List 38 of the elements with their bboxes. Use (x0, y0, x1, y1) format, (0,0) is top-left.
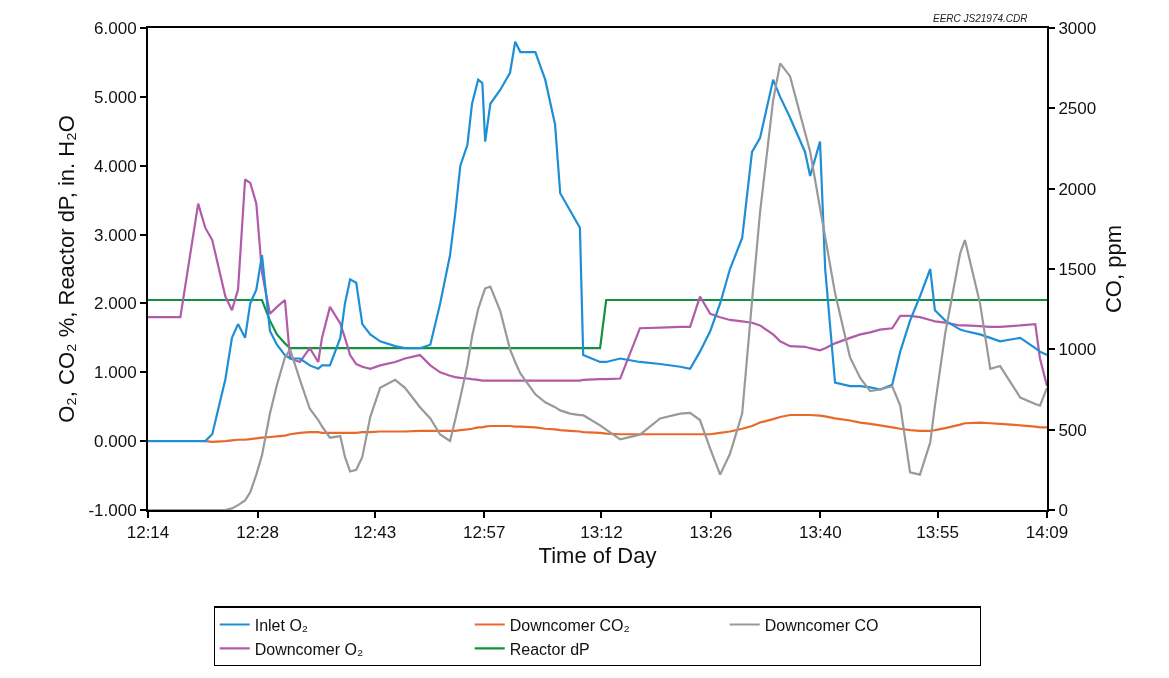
line-series (148, 298, 1047, 350)
y-tick-label: 1.000 (94, 363, 137, 383)
y-tick-label: 2.000 (94, 294, 137, 314)
x-tick-label: 14:09 (1025, 523, 1069, 543)
x-tick-label: 12:14 (126, 523, 170, 543)
y-tick-label: 5.000 (94, 87, 137, 107)
x-tick-label: 12:43 (353, 523, 397, 543)
y-tick-label: 3.000 (94, 225, 137, 245)
x-tick-label: 13:55 (916, 523, 959, 543)
y-tick-label: 4.000 (94, 156, 137, 176)
y2-tick-label: 3000 (1058, 18, 1097, 38)
line-series (204, 413, 1047, 443)
line-series (148, 62, 1047, 510)
y2-tick-label: 0 (1058, 500, 1068, 520)
legend-label: Downcomer CO (764, 616, 879, 634)
y-tick-label: 6.000 (94, 18, 137, 38)
y-tick-label: 0.000 (94, 432, 137, 452)
y-tick-label: -1.000 (88, 500, 137, 520)
y-axis-title: O₂, CO₂ %, Reactor dP, in. H₂O (53, 115, 79, 423)
y2-tick-label: 1500 (1058, 259, 1097, 279)
legend-label: Reactor dP (509, 640, 590, 658)
y2-tick-label: 1000 (1058, 340, 1097, 360)
legend-label: Inlet O₂ (254, 616, 309, 634)
x-tick-label: 13:26 (689, 523, 733, 543)
legend-label: Downcomer CO₂ (509, 616, 630, 634)
x-tick-label: 13:40 (799, 523, 842, 543)
x-tick-label: 13:12 (580, 523, 623, 543)
x-tick-label: 12:28 (236, 523, 279, 543)
line-series (148, 178, 1047, 388)
legend-label: Downcomer O₂ (254, 640, 364, 658)
y2-tick-label: 2500 (1058, 99, 1097, 119)
line-series (148, 40, 1047, 443)
x-tick-label: 12:57 (462, 523, 506, 543)
y2-tick-label: 500 (1058, 420, 1087, 440)
y2-tick-label: 2000 (1058, 179, 1097, 199)
text: EERC JS21974.CDR (933, 13, 1028, 24)
y2-axis-title: CO, ppm (1100, 224, 1126, 314)
x-axis-title: Time of Day (538, 542, 657, 568)
